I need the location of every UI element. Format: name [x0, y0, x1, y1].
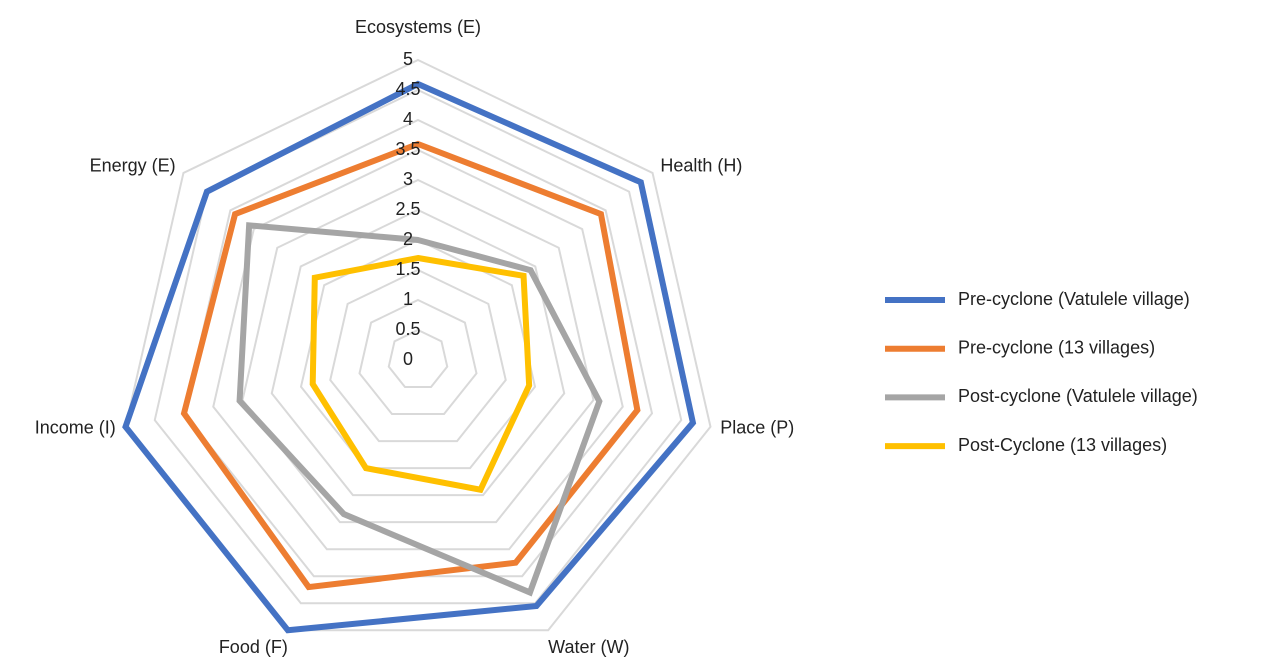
category-label: Ecosystems (E): [355, 17, 481, 37]
category-label: Food (F): [219, 637, 288, 657]
grid-ring: [329, 268, 507, 443]
r-tick-label: 5: [403, 49, 413, 69]
r-tick-label: 1.5: [395, 259, 420, 279]
grid-ring: [299, 238, 537, 470]
series-line: [236, 222, 603, 597]
legend-label: Pre-cyclone (13 villages): [958, 337, 1155, 357]
r-tick-label: 3.5: [395, 139, 420, 159]
r-tick-label: 4: [403, 109, 413, 129]
series-line: [309, 254, 533, 494]
legend-label: Post-Cyclone (13 villages): [958, 435, 1167, 455]
legend-label: Pre-cyclone (Vatulele village): [958, 289, 1190, 309]
r-tick-label: 2.5: [395, 199, 420, 219]
r-tick-label: 3: [403, 169, 413, 189]
grid-ring: [241, 178, 595, 524]
r-tick-label: 4.5: [395, 79, 420, 99]
category-label: Place (P): [720, 418, 794, 438]
r-tick-label: 2: [403, 229, 413, 249]
category-label: Water (W): [548, 637, 629, 657]
grid-ring: [387, 328, 449, 389]
grid-ring: [124, 58, 712, 632]
category-label: Health (H): [660, 155, 742, 175]
grid-ring: [358, 298, 478, 416]
r-tick-label: 0: [403, 349, 413, 369]
category-label: Energy (E): [90, 155, 176, 175]
grid-ring: [153, 88, 683, 605]
r-tick-label: 1: [403, 289, 413, 309]
series-line: [122, 80, 697, 634]
legend-label: Post-cyclone (Vatulele village): [958, 386, 1198, 406]
series-line: [180, 140, 641, 591]
category-label: Income (I): [35, 418, 116, 438]
r-tick-label: 0.5: [395, 319, 420, 339]
